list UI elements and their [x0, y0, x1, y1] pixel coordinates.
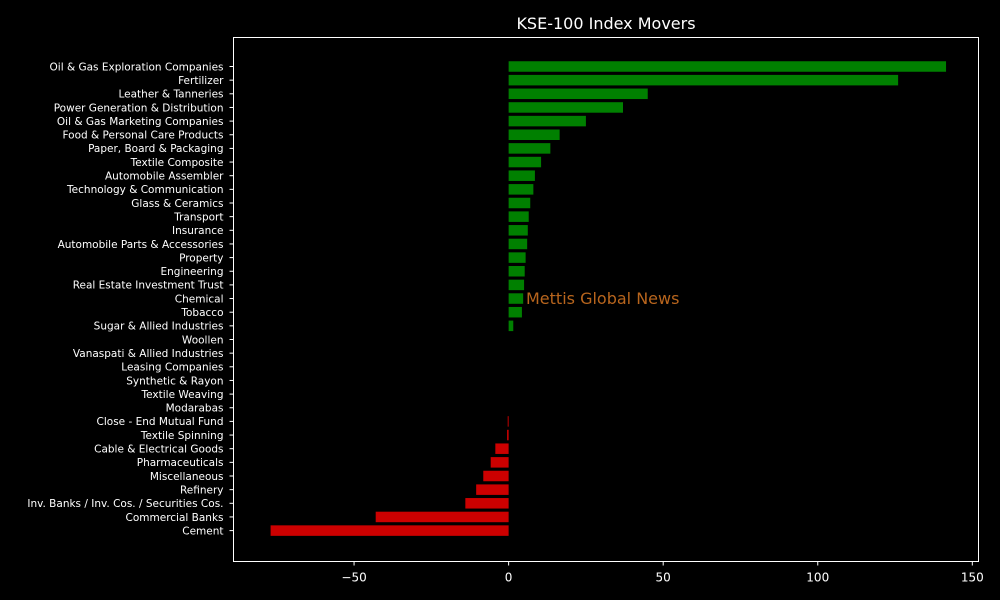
category-label: Cement	[182, 525, 223, 537]
x-tick-label: 0	[505, 571, 513, 585]
category-label: Oil & Gas Exploration Companies	[50, 61, 224, 73]
category-label: Automobile Parts & Accessories	[58, 239, 224, 251]
category-label: Real Estate Investment Trust	[73, 280, 224, 292]
bar	[508, 293, 524, 304]
category-label: Technology & Communication	[66, 184, 223, 196]
bar	[483, 470, 509, 482]
x-tick-label: 100	[806, 571, 829, 585]
plot-frame	[233, 37, 979, 562]
category-label: Refinery	[180, 484, 224, 496]
x-axis-ticks: −50 0 50 100 150	[341, 561, 984, 585]
category-label: Transport	[173, 211, 223, 223]
bar	[508, 211, 529, 222]
category-label: Property	[179, 252, 223, 264]
category-label: Cable & Electrical Goods	[94, 444, 223, 456]
category-label: Miscellaneous	[150, 471, 224, 483]
bar	[508, 88, 648, 100]
bars-group	[270, 61, 947, 536]
bar	[508, 266, 525, 277]
bar	[508, 225, 528, 236]
category-label: Textile Spinning	[140, 430, 224, 442]
category-label: Sugar & Allied Industries	[94, 321, 224, 333]
x-tick-label: −50	[341, 571, 366, 585]
bar	[375, 511, 509, 523]
category-label: Synthetic & Rayon	[126, 375, 223, 387]
category-label: Vanaspati & Allied Industries	[73, 348, 224, 360]
category-label: Tobacco	[180, 307, 223, 319]
category-labels: Oil & Gas Exploration Companies Fertilize…	[27, 61, 234, 537]
category-label: Paper, Board & Packaging	[88, 143, 223, 155]
category-label: Chemical	[175, 293, 224, 305]
bar	[508, 61, 947, 72]
bar	[508, 156, 542, 168]
category-label: Insurance	[172, 225, 224, 237]
category-label: Leasing Companies	[121, 362, 223, 374]
bar	[508, 252, 526, 263]
bar	[507, 416, 509, 427]
category-label: Inv. Banks / Inv. Cos. / Securities Cos.	[27, 498, 223, 510]
bar	[508, 306, 522, 318]
category-label: Commercial Banks	[126, 512, 224, 524]
bar	[508, 102, 624, 113]
bar	[270, 525, 509, 536]
x-tick-label: 150	[961, 571, 984, 585]
bar	[508, 74, 899, 86]
bar	[508, 115, 586, 127]
bar	[507, 429, 509, 441]
category-label: Automobile Assembler	[105, 171, 224, 183]
category-label: Woollen	[182, 334, 224, 346]
chart-title: KSE-100 Index Movers	[516, 14, 695, 33]
category-label: Leather & Tanneries	[118, 89, 223, 101]
category-label: Food & Personal Care Products	[62, 130, 223, 142]
category-label: Glass & Ceramics	[131, 198, 223, 210]
category-label: Textile Weaving	[141, 389, 224, 401]
category-label: Textile Composite	[130, 157, 224, 169]
bar	[508, 129, 560, 140]
category-label: Power Generation & Distribution	[54, 102, 224, 114]
bar	[490, 457, 509, 468]
category-label: Engineering	[161, 266, 224, 278]
category-label: Modarabas	[166, 403, 224, 415]
bar	[465, 498, 509, 509]
bar	[508, 197, 531, 209]
category-label: Close - End Mutual Fund	[97, 416, 224, 428]
category-label: Fertilizer	[178, 75, 224, 87]
category-label: Pharmaceuticals	[137, 457, 224, 469]
category-label: Oil & Gas Marketing Companies	[57, 116, 224, 128]
x-tick-label: 50	[656, 571, 671, 585]
watermark: Mettis Global News	[526, 289, 679, 308]
bar	[508, 320, 514, 332]
bar	[508, 184, 534, 195]
bar	[495, 443, 509, 454]
bar	[508, 143, 551, 154]
bar	[508, 279, 525, 291]
bar	[508, 238, 528, 250]
bar	[476, 484, 509, 495]
bar	[508, 170, 535, 181]
